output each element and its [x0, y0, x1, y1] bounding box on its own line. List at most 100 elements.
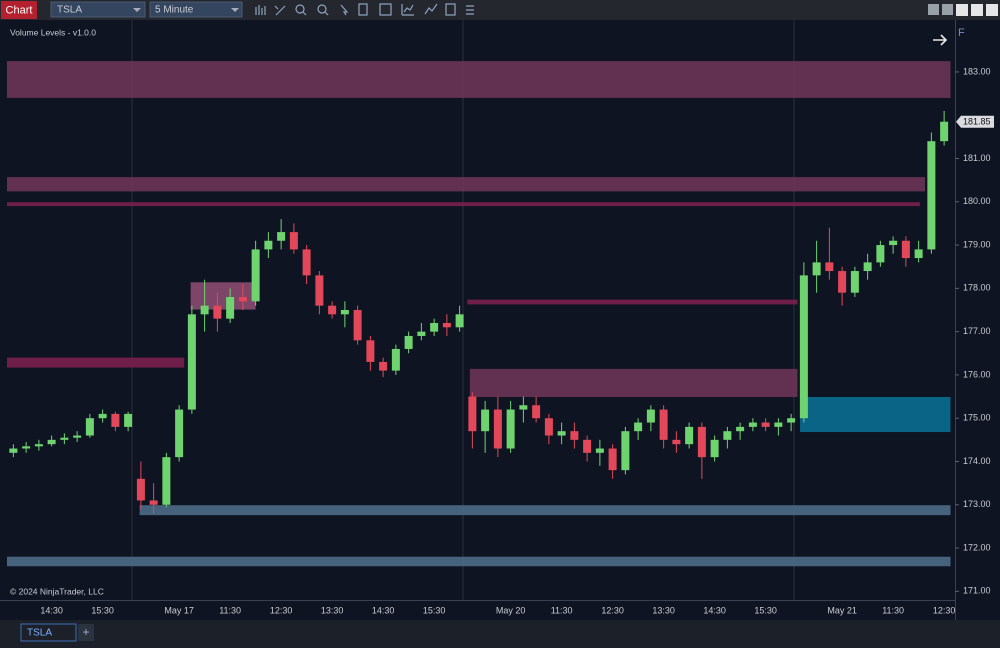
candle-body: [723, 431, 732, 440]
pointer-icon[interactable]: [340, 4, 349, 16]
candle-body: [519, 405, 528, 410]
last-price-box: [956, 115, 994, 128]
minimize-button[interactable]: [956, 4, 968, 16]
candle-body: [187, 314, 196, 410]
add-tab-button[interactable]: [78, 624, 94, 641]
toolbar: [0, 0, 1000, 20]
candle-body: [149, 500, 158, 505]
candle-body: [812, 262, 821, 276]
candle-body: [940, 121, 949, 142]
candle-body: [838, 271, 847, 293]
tab[interactable]: [20, 623, 77, 642]
x-tick-label: 11:30: [551, 605, 573, 615]
x-tick-label: May 21: [827, 605, 857, 615]
candle-body: [736, 426, 745, 432]
templates-icon[interactable]: [445, 3, 456, 16]
candle-body: [621, 431, 630, 471]
x-tick-label: 13:30: [321, 605, 344, 615]
candle-body: [442, 322, 451, 328]
strategies-icon[interactable]: [424, 3, 438, 15]
volume-zone: [190, 282, 256, 310]
zoom-out-icon[interactable]: [317, 4, 327, 14]
candle-body: [417, 331, 426, 336]
candle-body: [468, 396, 477, 432]
y-tick-label: 175.00: [963, 413, 991, 423]
volume-zone: [469, 368, 798, 397]
candle-body: [404, 335, 413, 349]
properties-icon[interactable]: [358, 3, 368, 16]
candle-body: [506, 409, 515, 449]
x-tick-label: 13:30: [652, 605, 675, 615]
indicators-icon[interactable]: [401, 4, 414, 16]
zoom-in-icon[interactable]: [295, 4, 305, 14]
x-tick-label: 11:30: [219, 605, 241, 615]
window-button[interactable]: [928, 4, 939, 15]
candle-body: [889, 240, 898, 246]
x-tick-label: 11:30: [882, 605, 904, 615]
y-tick-label: 177.00: [963, 326, 991, 336]
interval-select[interactable]: [149, 1, 243, 18]
candle-body: [863, 262, 872, 272]
y-tick-label: 179.00: [963, 239, 991, 249]
volume-zone: [800, 397, 951, 433]
candle-body: [328, 305, 337, 315]
chart-button-label: Chart: [6, 4, 33, 16]
x-tick-label: 12:30: [270, 605, 293, 615]
chart-button[interactable]: [1, 1, 37, 19]
candle-body: [595, 448, 604, 453]
candle-body: [379, 361, 388, 371]
volume-zone: [7, 202, 920, 207]
dropdown-arrow: [231, 8, 239, 12]
x-tick-label: 14:30: [372, 605, 395, 615]
candle-body: [557, 431, 566, 436]
candle-body: [85, 418, 94, 436]
candle-body: [213, 305, 222, 319]
maximize-button[interactable]: [971, 4, 983, 16]
copyright: © 2024 NinjaTrader, LLC: [10, 586, 104, 596]
draw-icon[interactable]: [274, 5, 286, 16]
close-button[interactable]: [986, 4, 998, 16]
scroll-arrow[interactable]: [933, 34, 948, 46]
candle-body: [481, 409, 490, 432]
candle-body: [277, 232, 286, 241]
candle-body: [901, 240, 910, 259]
data-box-icon[interactable]: [379, 3, 392, 16]
interval-label: 5 Minute: [155, 5, 194, 16]
candle-body: [583, 439, 592, 453]
candle-body: [226, 297, 235, 319]
menu-icon[interactable]: [466, 5, 474, 15]
x-tick-label: May 17: [164, 605, 194, 615]
bar-type-icon[interactable]: [255, 5, 266, 15]
y-tick-label: 178.00: [963, 283, 991, 293]
volume-zone: [7, 177, 925, 192]
dropdown-arrow: [133, 8, 141, 12]
x-tick-label: 15:30: [754, 605, 777, 615]
candle-body: [634, 422, 643, 432]
candle-body: [200, 305, 209, 315]
y-tick-label: 172.00: [963, 542, 991, 552]
candle-body: [366, 340, 375, 362]
candle-body: [430, 322, 439, 332]
candle-body: [60, 437, 69, 440]
tab-label: TSLA: [27, 628, 52, 639]
toolbar-icons: [255, 3, 474, 16]
candle-body: [672, 439, 681, 445]
plot-area: [0, 20, 955, 600]
y-tick-label: 176.00: [963, 369, 991, 379]
volume-zone: [7, 556, 951, 567]
add-tab-label: +: [82, 625, 89, 639]
candle-body: [685, 426, 694, 445]
candle-body: [111, 413, 120, 427]
zones: [7, 61, 951, 567]
candle-body: [22, 446, 31, 449]
window-button[interactable]: [942, 4, 953, 15]
candle-body: [914, 249, 923, 259]
candle-body: [493, 409, 502, 449]
instrument-select[interactable]: [50, 1, 146, 18]
candle-body: [532, 405, 541, 419]
candle-body: [659, 409, 668, 440]
candle-body: [238, 297, 247, 302]
candle-body: [34, 444, 43, 447]
candle-body: [544, 418, 553, 436]
candle-body: [799, 275, 808, 419]
